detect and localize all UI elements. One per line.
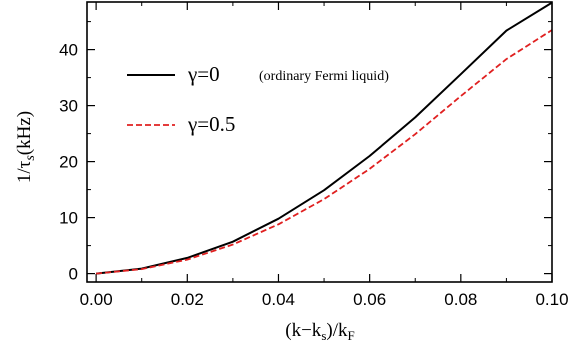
- y-axis-title-main: 1/τ: [14, 160, 35, 183]
- plot-frame: [86, 1, 553, 283]
- y-tick-label: 20: [59, 153, 78, 172]
- x-axis-title-part1: (k−k: [285, 320, 322, 341]
- series-line-2: [96, 29, 553, 275]
- x-axis-title-part2: )/k: [326, 320, 348, 341]
- y-axis-title-sub: s: [23, 155, 38, 161]
- legend-label-series-2: γ=0.5: [187, 112, 235, 136]
- y-tick-label: 10: [59, 209, 78, 228]
- x-tick-label: 0.02: [171, 290, 204, 309]
- ticks-layer: 0.00 0.02 0.04 0.06 0.08 0.10 0 10 20 30 40: [59, 2, 569, 309]
- legend-label-series-1: γ=0: [187, 62, 220, 86]
- x-tick-label: 0.06: [353, 290, 386, 309]
- y-axis-title: 1/τs(kHz): [14, 111, 38, 183]
- x-axis-title-sub-s: s: [321, 328, 326, 343]
- y-tick-label: 0: [69, 265, 78, 284]
- y-tick-label: 30: [59, 97, 78, 116]
- x-tick-label: 0.10: [535, 290, 568, 309]
- y-axis-title-unit: (kHz): [14, 111, 35, 155]
- x-axis-title: (k−ks)/kF: [285, 320, 354, 343]
- y-tick-label: 40: [59, 41, 78, 60]
- x-tick-label: 0.00: [80, 290, 113, 309]
- x-tick-label: 0.08: [444, 290, 477, 309]
- x-axis-title-sub-f: F: [347, 328, 354, 343]
- x-tick-label: 0.04: [262, 290, 295, 309]
- series-line-1: [95, 1, 553, 275]
- series-layer: [95, 1, 553, 275]
- legend-note-series-1: (ordinary Fermi liquid): [259, 69, 389, 84]
- legend: γ=0 (ordinary Fermi liquid) γ=0.5: [127, 62, 389, 136]
